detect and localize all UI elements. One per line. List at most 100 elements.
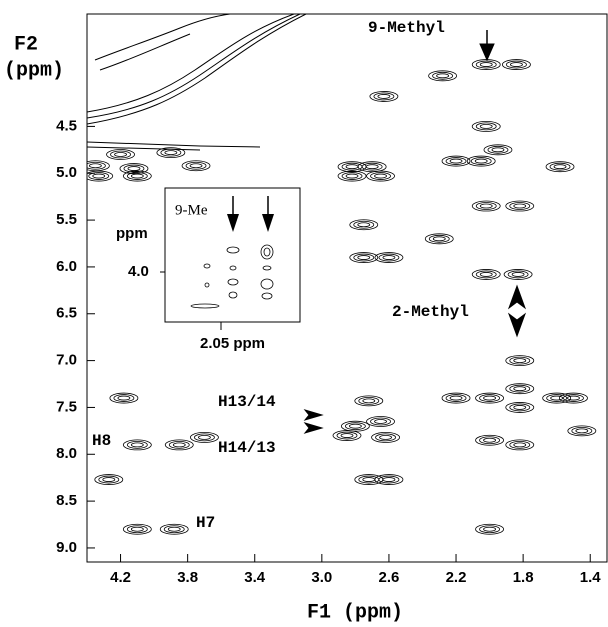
peak-contour <box>571 426 593 435</box>
peak-contour <box>506 60 527 69</box>
x-tick-label: 1.8 <box>513 569 534 586</box>
x-tick-label: 3.4 <box>244 569 266 586</box>
peak-contour <box>123 164 145 173</box>
x-tick-label: 1.4 <box>580 569 602 586</box>
peak-contour <box>479 272 493 277</box>
peak-contour <box>483 437 496 443</box>
peak-contour <box>509 202 531 210</box>
peak-contour <box>479 124 493 129</box>
y-axis-label: (ppm) <box>4 59 64 82</box>
peak-contour <box>87 160 110 172</box>
peak-contour <box>354 395 384 407</box>
peak-contour <box>340 433 354 438</box>
y-tick-label: 9.0 <box>56 539 77 556</box>
peak-contour <box>379 435 392 440</box>
peak-contour <box>505 355 535 366</box>
peak-contour <box>424 233 454 245</box>
peak-contour <box>549 162 571 171</box>
y-tick-label: 8.5 <box>56 492 77 509</box>
peak-contour <box>559 392 588 404</box>
peak-contour <box>167 526 181 532</box>
peak-contour <box>365 164 379 170</box>
peak-contour <box>441 392 471 404</box>
peak-contour <box>163 525 185 534</box>
peak-contour <box>164 439 194 451</box>
peak-contour <box>479 525 500 534</box>
peak-contour <box>88 172 110 180</box>
peak-contour <box>348 423 362 429</box>
annotation: 9-Methyl <box>368 19 445 37</box>
peak-contour <box>475 270 497 279</box>
peak-contour <box>378 475 400 484</box>
peak-contour <box>475 122 497 131</box>
peak-contour <box>378 253 400 262</box>
inset: 9-Me ppm 4.0 2.05 ppm <box>116 187 301 352</box>
peak-contour <box>160 148 182 157</box>
x-tick-label: 3.8 <box>177 569 198 586</box>
annotation: H14/13 <box>218 439 276 457</box>
peak-contour <box>509 403 531 412</box>
y-tick-label: 6.0 <box>56 258 77 275</box>
peak-contour <box>198 435 211 440</box>
peak-contour <box>87 161 106 170</box>
peak-contour <box>479 62 493 67</box>
peak-contour <box>475 60 497 69</box>
peak-contour <box>509 356 531 365</box>
peak-contour <box>126 172 148 180</box>
plot-frame <box>86 13 608 563</box>
peak-contour <box>110 150 131 159</box>
inset-x-tick: 2.05 ppm <box>200 335 265 352</box>
peak-contour <box>130 526 144 532</box>
peak-contour <box>475 202 497 210</box>
x-axis-label: F1 (ppm) <box>307 601 403 624</box>
peak-contour <box>349 252 379 263</box>
peaks <box>87 59 597 535</box>
peak-contour <box>563 394 584 402</box>
peak-contour <box>94 474 124 485</box>
peak-contour <box>470 157 492 165</box>
peak-contour <box>479 394 500 402</box>
peak-contour <box>428 234 450 243</box>
peak-contour <box>113 394 135 402</box>
peak-contour <box>362 477 376 482</box>
peak-contour <box>479 436 500 445</box>
peak-contour <box>341 162 363 171</box>
peak-contour <box>436 73 450 79</box>
peak-contour <box>353 220 375 229</box>
peak-contour <box>109 392 139 404</box>
peak-contour <box>575 428 589 434</box>
peak-contour <box>122 439 152 451</box>
x-tick-label: 2.6 <box>379 569 400 586</box>
peak-contour <box>87 170 114 182</box>
peak-contour <box>428 70 458 82</box>
peak-contour <box>373 92 395 101</box>
peak-contour <box>98 475 120 484</box>
peak-contour <box>164 150 178 156</box>
peak-contour <box>371 432 400 443</box>
peak-contour <box>156 147 186 159</box>
peak-contour <box>567 425 597 437</box>
peak-contour <box>181 160 211 172</box>
peak-contour <box>491 147 505 153</box>
peak-contour <box>358 475 380 484</box>
peak-contour <box>509 384 531 393</box>
peak-contour <box>102 477 116 482</box>
x-tick-label: 3.0 <box>311 569 332 586</box>
peak-contour <box>106 149 135 160</box>
diagonal <box>87 14 307 151</box>
y-tick-label: 7.5 <box>56 398 77 415</box>
peak-contour <box>337 170 367 182</box>
y-tick-label: 7.0 <box>56 352 77 369</box>
peak-contour <box>550 395 564 401</box>
peak-contour <box>194 433 215 442</box>
peak-contour <box>471 121 501 132</box>
peak-contour <box>510 62 523 67</box>
peak-contour <box>375 433 396 442</box>
peak-contour <box>345 173 359 179</box>
peak-contour <box>92 173 106 179</box>
x-tick-label: 2.2 <box>446 569 467 586</box>
peak-contour <box>505 200 535 212</box>
peak-contour <box>126 441 148 449</box>
peak-contour <box>483 526 496 532</box>
